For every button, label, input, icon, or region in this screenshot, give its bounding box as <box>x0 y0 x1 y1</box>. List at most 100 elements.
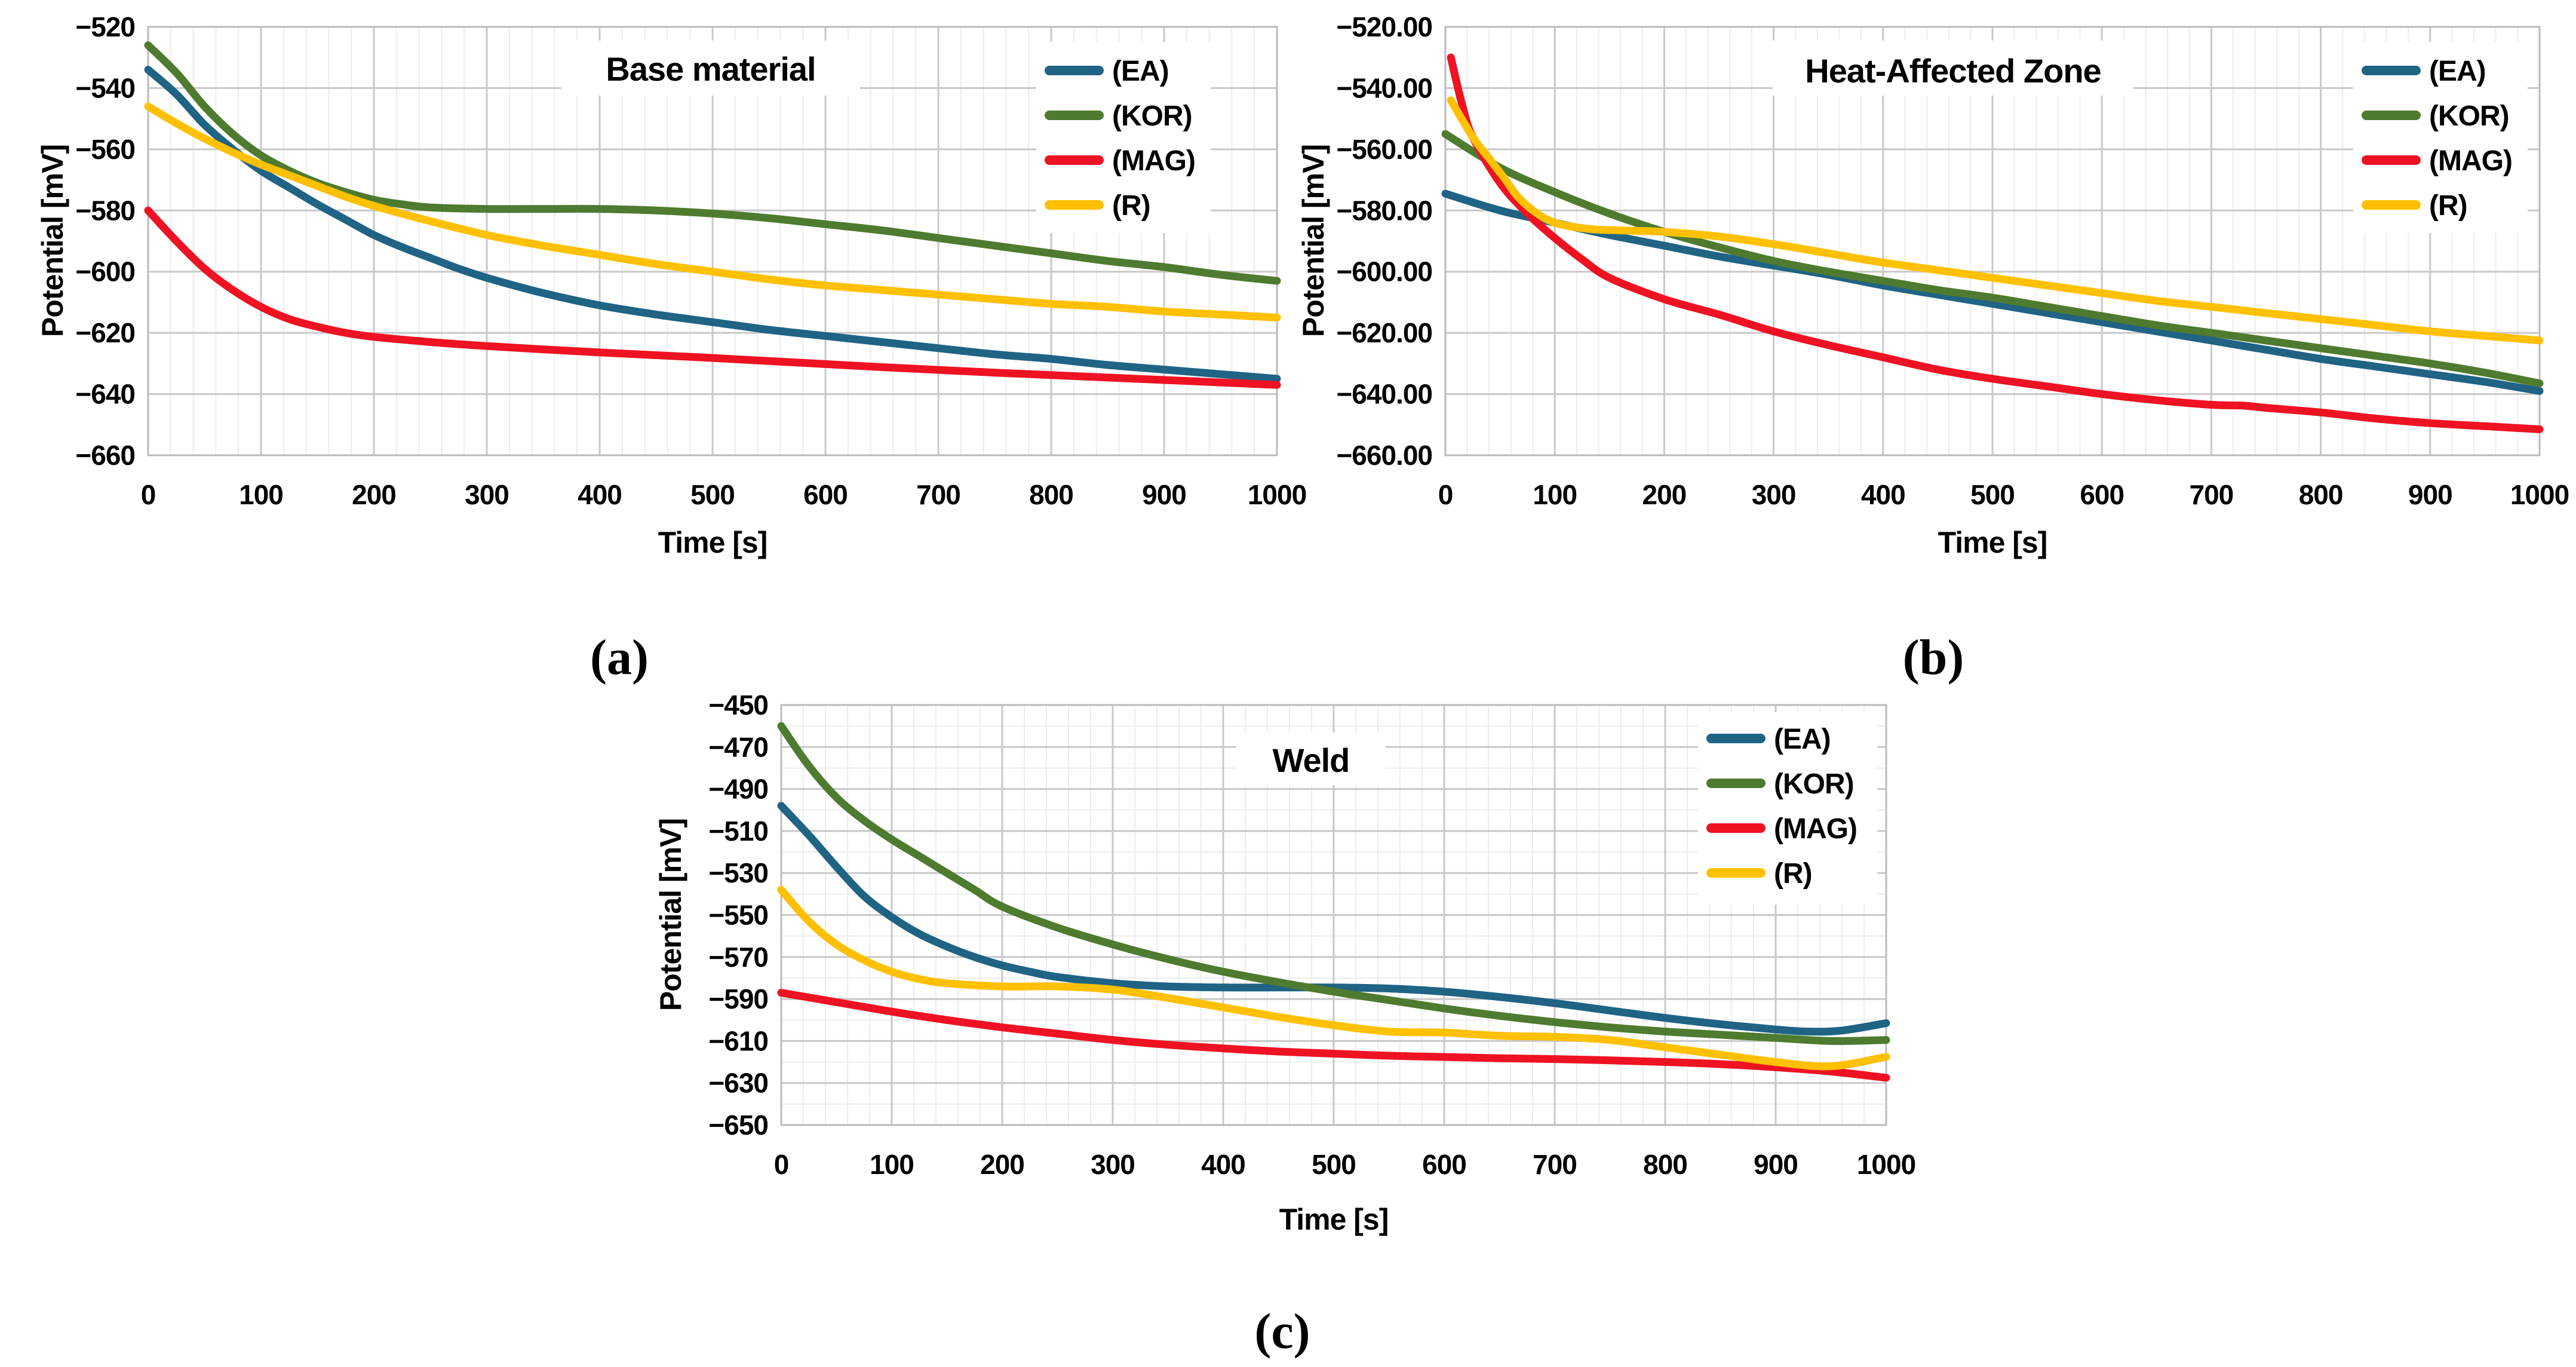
chart-panel-b: Heat-Affected Zone −520.00 −540.00 −560.00 −… <box>1297 11 2569 685</box>
x-tick-label: 1000 <box>1857 1149 1915 1180</box>
series-line-ea <box>1441 189 2544 395</box>
y-tick-label: −650 <box>708 1109 768 1141</box>
x-tick-label: 0 <box>774 1149 789 1180</box>
y-tick-label: −520.00 <box>1336 11 1432 42</box>
title-backdrop <box>1773 41 2133 96</box>
x-axis-title: Time [s] <box>658 526 767 559</box>
series-line-kor <box>144 41 1281 285</box>
legend: (EA) (KOR) (MAG) (R) <box>1706 724 1857 890</box>
series-lines <box>1441 53 2544 433</box>
y-axis-title: Potential [mV] <box>36 145 69 337</box>
y-tick-label: −600.00 <box>1336 256 1432 287</box>
series-line-kor <box>1441 130 2544 388</box>
y-tick-label: −450 <box>708 689 768 721</box>
y-tick-label: −530 <box>708 857 768 888</box>
series-line-kor <box>777 722 1890 1046</box>
x-axis-title: Time [s] <box>1938 526 2047 559</box>
legend-label-mag: (MAG) <box>1112 145 1195 177</box>
x-tick-label: 300 <box>1091 1149 1135 1180</box>
series-line-ea <box>777 802 1890 1036</box>
x-tick-label: 200 <box>980 1149 1024 1180</box>
series-line-mag <box>1447 53 2544 433</box>
y-tick-label: −660.00 <box>1336 440 1432 471</box>
y-tick-label: −510 <box>708 816 768 847</box>
y-tick-label: −570 <box>708 942 768 973</box>
plot-border <box>147 26 1278 456</box>
y-tick-label: −630 <box>708 1068 768 1099</box>
y-tick-label: −640 <box>75 379 135 410</box>
y-tick-label: −600 <box>75 256 135 287</box>
chart-title: Base material <box>606 50 815 88</box>
x-tick-label: 1000 <box>2510 479 2569 510</box>
x-tick-label: 0 <box>1438 479 1453 510</box>
chart-title: Weld <box>1273 741 1350 779</box>
y-tick-label: −490 <box>708 774 768 805</box>
x-tick-label: 200 <box>352 479 396 510</box>
x-tick-label: 200 <box>1642 479 1687 510</box>
plot-border <box>1444 26 2541 456</box>
legend-label-r: (R) <box>2429 190 2467 222</box>
y-tick-label: −580 <box>75 195 135 226</box>
y-tick-label: −640.00 <box>1336 379 1432 410</box>
y-tick-label: −560.00 <box>1336 134 1432 165</box>
x-tick-label: 700 <box>2190 479 2234 510</box>
series-line-r <box>777 885 1890 1071</box>
series-line-r <box>1447 96 2544 345</box>
x-tick-label: 600 <box>2080 479 2124 510</box>
panel-label-c: (c) <box>1254 1304 1310 1359</box>
y-axis-title: Potential [mV] <box>1297 145 1330 337</box>
x-tick-label: 100 <box>1533 479 1577 510</box>
y-tick-label: −470 <box>708 731 768 762</box>
x-tick-label: 700 <box>916 479 960 510</box>
legend-label-kor: (KOR) <box>1112 100 1192 132</box>
x-tick-label: 500 <box>1970 479 2015 510</box>
x-tick-label: 400 <box>578 479 622 510</box>
y-tick-label: −610 <box>708 1025 768 1056</box>
x-tick-label: 800 <box>1643 1149 1687 1180</box>
series-line-ea <box>144 66 1281 383</box>
chart-panel-a: Base material −520 −540 −560 −580 −600 −620 −64… <box>36 11 1307 685</box>
x-tick-label: 900 <box>2408 479 2452 510</box>
series-line-mag <box>144 206 1281 389</box>
legend-label-mag: (MAG) <box>1774 813 1857 845</box>
x-tick-label: 0 <box>141 479 156 510</box>
legend-label-ea: (EA) <box>1112 56 1169 87</box>
plot-border <box>780 704 1887 1126</box>
x-tick-label: 300 <box>1752 479 1796 510</box>
y-tick-label: −590 <box>708 983 768 1014</box>
legend-label-r: (R) <box>1774 858 1812 890</box>
chart-title: Heat-Affected Zone <box>1805 52 2101 90</box>
legend-label-kor: (KOR) <box>2429 100 2509 132</box>
y-tick-label: −540.00 <box>1336 72 1432 103</box>
y-tick-label: −660 <box>75 440 135 471</box>
x-tick-label: 900 <box>1754 1149 1798 1180</box>
legend: (EA) (KOR) (MAG) (R) <box>2362 56 2513 222</box>
x-tick-label: 400 <box>1861 479 1905 510</box>
x-tick-label: 800 <box>2299 479 2343 510</box>
y-tick-label: −580.00 <box>1336 195 1432 226</box>
series-lines <box>777 722 1890 1082</box>
legend-label-mag: (MAG) <box>2429 145 2512 177</box>
legend-label-r: (R) <box>1112 190 1150 222</box>
title-backdrop <box>1236 732 1386 785</box>
x-tick-label: 900 <box>1142 479 1186 510</box>
series-line-r <box>144 102 1281 321</box>
panel-label-a: (a) <box>590 630 649 685</box>
x-tick-label: 500 <box>1312 1149 1356 1180</box>
y-tick-label: −620 <box>75 317 135 348</box>
panel-label-b: (b) <box>1903 630 1964 685</box>
x-tick-label: 1000 <box>1248 479 1306 510</box>
y-tick-label: −540 <box>75 72 135 103</box>
x-tick-label: 400 <box>1201 1149 1245 1180</box>
x-tick-label: 800 <box>1029 479 1073 510</box>
legend-label-kor: (KOR) <box>1774 768 1854 800</box>
legend-label-ea: (EA) <box>2429 56 2486 87</box>
x-tick-label: 700 <box>1533 1149 1577 1180</box>
series-line-mag <box>777 989 1890 1082</box>
x-tick-label: 600 <box>803 479 848 510</box>
series-lines <box>144 41 1281 389</box>
x-axis-title: Time [s] <box>1279 1203 1389 1236</box>
chart-panel-c: Weld −450 −470 −490 −510 −530 −550 −570 −590 −610… <box>654 689 1916 1359</box>
